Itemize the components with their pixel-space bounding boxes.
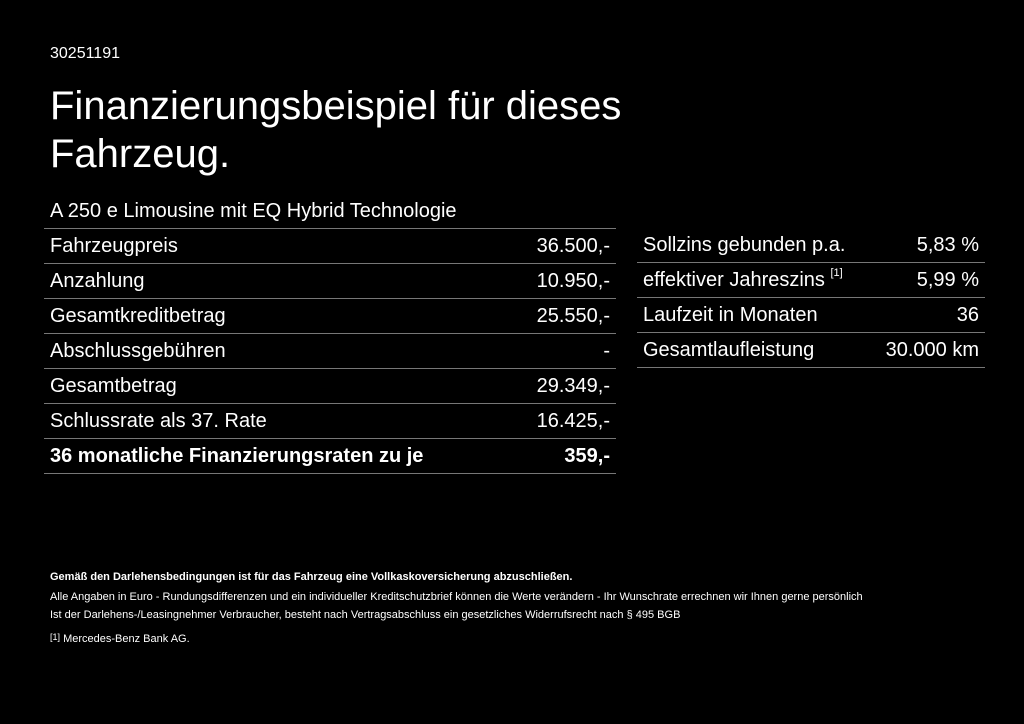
- subtitle: A 250 e Limousine mit EQ Hybrid Technolo…: [50, 200, 457, 222]
- footnote-ref: [1]: [830, 266, 843, 279]
- row-label: 36 monatliche Finanzierungsraten zu je: [44, 438, 513, 474]
- row-value: 36: [870, 297, 985, 333]
- row-label-cell: Laufzeit in Monaten: [637, 297, 871, 333]
- title: Finanzierungsbeispiel für dieses Fahrzeu…: [50, 84, 622, 176]
- row-label: Gesamtlaufleistung: [643, 338, 815, 361]
- table-row: effektiver Jahreszins [1] 5,99 %: [637, 262, 985, 298]
- row-value: 5,99 %: [870, 262, 985, 298]
- table-row: Fahrzeugpreis 36.500,-: [44, 228, 616, 264]
- row-value: 16.425,-: [512, 403, 616, 439]
- table-row: Anzahlung 10.950,-: [44, 263, 616, 299]
- row-label: Laufzeit in Monaten: [643, 303, 818, 326]
- table-row: Sollzins gebunden p.a. 5,83 %: [637, 228, 985, 263]
- footnote-text: Mercedes-Benz Bank AG.: [63, 633, 190, 645]
- note-bold: Gemäß den Darlehensbedingungen ist für d…: [50, 571, 573, 583]
- financing-table: Fahrzeugpreis 36.500,- Anzahlung 10.950,- Ge…: [44, 228, 616, 474]
- table-row: Abschlussgebühren -: [44, 333, 616, 369]
- table-row: Gesamtkreditbetrag 25.550,-: [44, 298, 616, 334]
- table-row: Gesamtbetrag 29.349,-: [44, 368, 616, 404]
- rates-table: Sollzins gebunden p.a. 5,83 % effektiver J…: [637, 228, 985, 368]
- note-line: Alle Angaben in Euro - Rundungsdifferenz…: [50, 591, 863, 603]
- row-value: 30.000 km: [870, 332, 985, 368]
- row-value: -: [512, 333, 616, 369]
- table-row: 36 monatliche Finanzierungsraten zu je 35…: [44, 438, 616, 474]
- row-value: 25.550,-: [512, 298, 616, 334]
- row-label: Anzahlung: [44, 263, 513, 299]
- table-row: Gesamtlaufleistung 30.000 km: [637, 332, 985, 368]
- footnote: [1] Mercedes-Benz Bank AG.: [50, 632, 190, 645]
- table-row: Schlussrate als 37. Rate 16.425,-: [44, 403, 616, 439]
- row-label: Abschlussgebühren: [44, 333, 513, 369]
- footnote-marker: [1]: [50, 632, 61, 642]
- table-row: Laufzeit in Monaten 36: [637, 297, 985, 333]
- row-value: 36.500,-: [512, 228, 616, 264]
- note-line: Ist der Darlehens-/Leasingnehmer Verbrau…: [50, 609, 681, 621]
- row-label: Schlussrate als 37. Rate: [44, 403, 513, 439]
- row-label: Sollzins gebunden p.a.: [643, 233, 846, 256]
- vehicle-id: 30251191: [50, 45, 120, 62]
- row-label-cell: Sollzins gebunden p.a.: [637, 228, 871, 263]
- row-label: Gesamtkreditbetrag: [44, 298, 513, 334]
- row-label-cell: effektiver Jahreszins [1]: [637, 262, 871, 298]
- row-label: effektiver Jahreszins: [643, 268, 825, 291]
- row-label-cell: Gesamtlaufleistung: [637, 332, 871, 368]
- row-label: Gesamtbetrag: [44, 368, 513, 404]
- row-label: Fahrzeugpreis: [44, 228, 513, 264]
- row-value: 5,83 %: [870, 228, 985, 263]
- row-value: 10.950,-: [512, 263, 616, 299]
- row-value: 359,-: [512, 438, 616, 474]
- row-value: 29.349,-: [512, 368, 616, 404]
